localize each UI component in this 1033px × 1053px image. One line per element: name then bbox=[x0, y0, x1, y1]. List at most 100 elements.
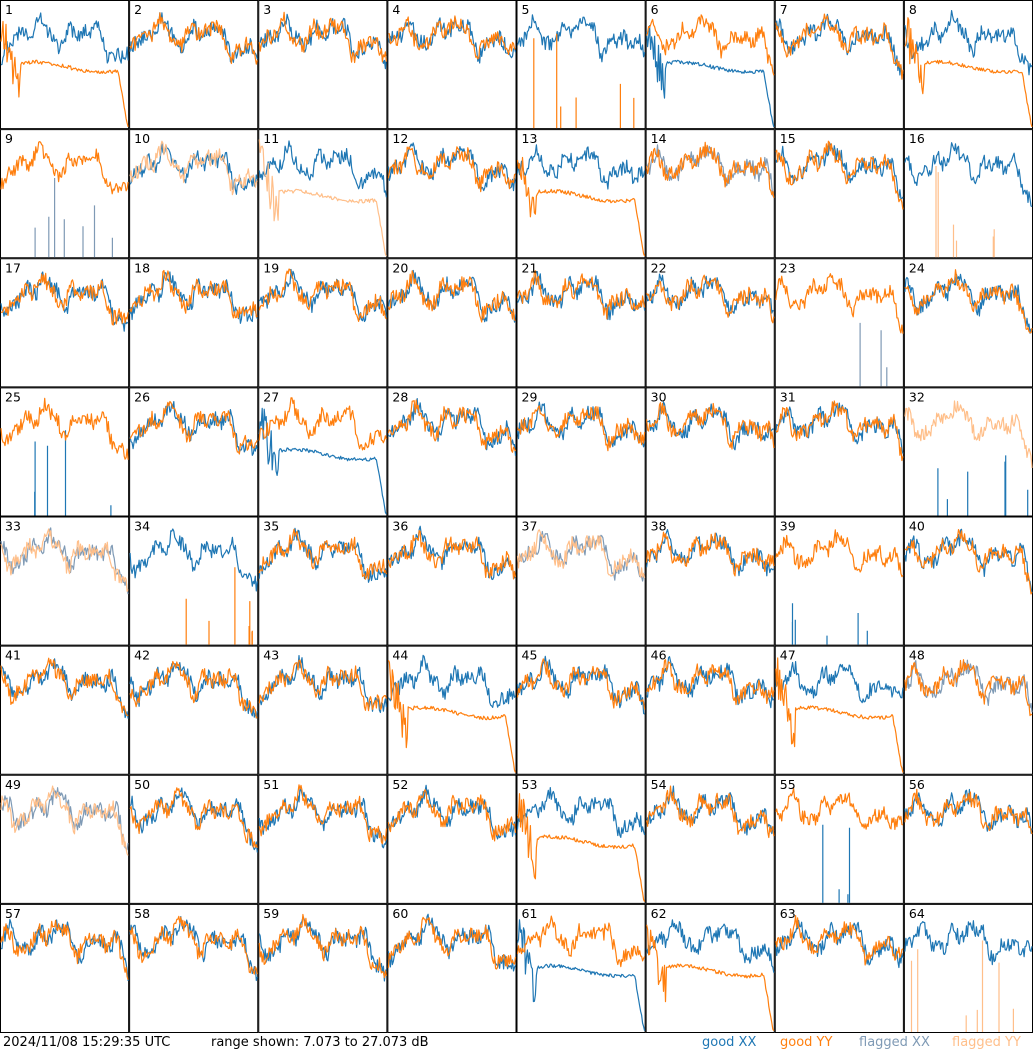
panel-number: 62 bbox=[651, 906, 667, 921]
panel-number: 5 bbox=[522, 2, 530, 17]
yy-series bbox=[0, 397, 129, 460]
panel-frame bbox=[129, 387, 259, 517]
panel-31: 31 bbox=[774, 387, 904, 517]
panel-frame bbox=[645, 0, 775, 130]
yy-series bbox=[775, 140, 904, 210]
panel-48: 48 bbox=[903, 645, 1033, 775]
panel-frame bbox=[387, 387, 517, 517]
panel-34: 34 bbox=[129, 516, 259, 646]
yy-series bbox=[0, 528, 129, 592]
panel-frame bbox=[774, 516, 904, 646]
panel-25: 25 bbox=[0, 387, 130, 517]
yy-series bbox=[516, 270, 646, 320]
panel-frame bbox=[645, 774, 775, 904]
panel-60: 60 bbox=[387, 903, 517, 1033]
yy-series bbox=[387, 659, 517, 773]
xx-series bbox=[129, 787, 258, 853]
panel-number: 31 bbox=[780, 389, 796, 404]
panel-27: 27 bbox=[258, 387, 388, 517]
panel-frame bbox=[516, 516, 646, 646]
panel-number: 18 bbox=[134, 260, 150, 275]
yy-series bbox=[0, 657, 129, 717]
panel-frame bbox=[645, 903, 775, 1033]
panel-26: 26 bbox=[129, 387, 259, 517]
panel-number: 33 bbox=[5, 519, 21, 534]
panel-number: 64 bbox=[909, 906, 925, 921]
panel-59: 59 bbox=[258, 903, 388, 1033]
panel-number: 53 bbox=[522, 777, 538, 792]
xx-series bbox=[258, 140, 387, 198]
yy-series bbox=[0, 272, 129, 326]
panel-52: 52 bbox=[387, 774, 517, 904]
xx-series bbox=[387, 654, 516, 708]
panel-number: 48 bbox=[909, 648, 925, 663]
panel-32: 32 bbox=[903, 387, 1033, 517]
yy-series bbox=[904, 269, 1033, 334]
panel-number: 36 bbox=[392, 519, 408, 534]
xx-series bbox=[129, 528, 258, 592]
yy-series bbox=[0, 919, 129, 980]
xx-series bbox=[258, 527, 387, 583]
panel-frame bbox=[774, 129, 904, 259]
timestamp: 2024/11/08 15:29:35 UTC bbox=[3, 1035, 171, 1050]
yy-series bbox=[388, 15, 516, 60]
panel-frame bbox=[258, 129, 388, 259]
xx-series bbox=[387, 913, 517, 972]
panel-frame bbox=[0, 774, 130, 904]
panel-number: 32 bbox=[909, 389, 925, 404]
panel-number: 60 bbox=[392, 906, 408, 921]
panel-number: 38 bbox=[651, 519, 667, 534]
panel-number: 20 bbox=[392, 260, 408, 275]
yy-series bbox=[258, 784, 387, 845]
panel-number: 59 bbox=[263, 906, 279, 921]
panel-number: 52 bbox=[392, 777, 408, 792]
panel-number: 46 bbox=[651, 648, 667, 663]
panel-number: 57 bbox=[5, 906, 21, 921]
panel-frame bbox=[645, 129, 775, 259]
panel-number: 56 bbox=[909, 777, 925, 792]
panel-number: 50 bbox=[134, 777, 150, 792]
panel-number: 26 bbox=[134, 389, 150, 404]
panel-frame bbox=[774, 645, 904, 775]
panel-frame bbox=[645, 258, 775, 388]
panel-frame bbox=[258, 0, 388, 130]
panel-frame bbox=[774, 903, 904, 1033]
panel-number: 15 bbox=[780, 131, 796, 146]
panel-13: 13 bbox=[516, 129, 646, 259]
xx-series bbox=[516, 787, 646, 838]
panel-frame bbox=[129, 129, 259, 259]
panel-frame bbox=[129, 903, 259, 1033]
yy-series bbox=[646, 14, 775, 76]
xx-series bbox=[646, 919, 775, 973]
panel-30: 30 bbox=[645, 387, 775, 517]
yy-series bbox=[775, 13, 904, 80]
panel-57: 57 bbox=[0, 903, 130, 1033]
xx-series bbox=[904, 273, 1033, 334]
panel-number: 11 bbox=[263, 131, 279, 146]
panel-11: 11 bbox=[258, 129, 388, 259]
panel-frame bbox=[129, 645, 259, 775]
xx-series bbox=[34, 430, 112, 516]
yy-series bbox=[904, 529, 1033, 595]
panel-frame bbox=[387, 0, 517, 130]
panel-9: 9 bbox=[0, 129, 130, 259]
panel-23: 23 bbox=[774, 258, 904, 388]
panel-frame bbox=[774, 387, 904, 517]
panel-54: 54 bbox=[645, 774, 775, 904]
yy-series bbox=[387, 530, 517, 580]
panel-51: 51 bbox=[258, 774, 388, 904]
panel-frame bbox=[387, 129, 517, 259]
yy-series bbox=[516, 793, 646, 902]
xx-series bbox=[516, 14, 646, 63]
panel-number: 6 bbox=[651, 2, 659, 17]
panel-number: 30 bbox=[651, 389, 667, 404]
yy-series bbox=[533, 33, 635, 129]
panel-28: 28 bbox=[387, 387, 517, 517]
panel-number: 35 bbox=[263, 519, 279, 534]
panel-42: 42 bbox=[129, 645, 259, 775]
panel-3: 3 bbox=[258, 0, 388, 130]
panel-frame bbox=[0, 516, 130, 646]
panel-frame bbox=[258, 903, 388, 1033]
yy-series bbox=[910, 940, 1014, 1032]
panel-number: 55 bbox=[780, 777, 796, 792]
